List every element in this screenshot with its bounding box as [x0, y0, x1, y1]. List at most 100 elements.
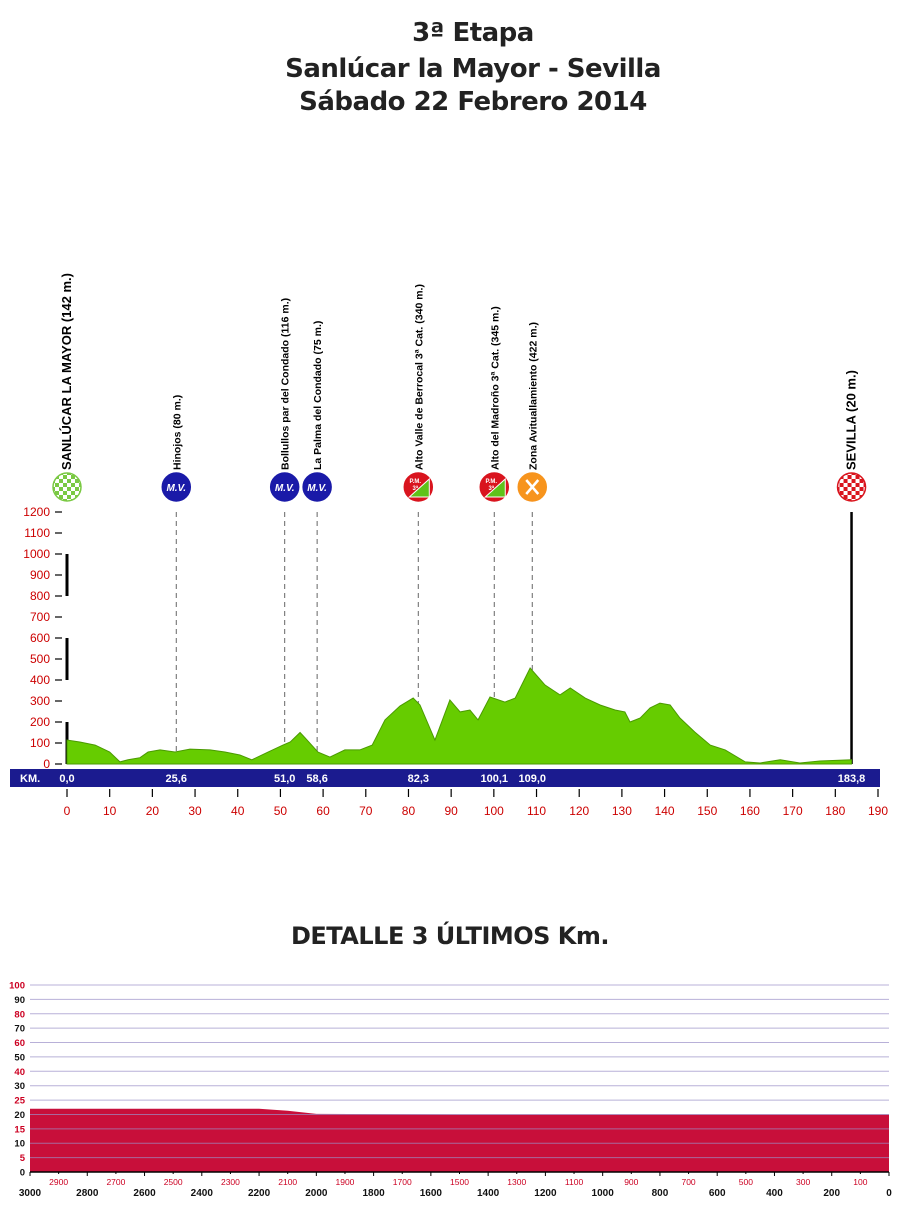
- x-tick-label: 130: [612, 804, 632, 818]
- marker-icon: M.V.: [269, 472, 300, 502]
- y-tick-label: 1200: [23, 505, 50, 519]
- badge-triangle: [407, 477, 430, 498]
- x-tick-label: 800: [652, 1188, 669, 1199]
- x-tick-label: 100: [484, 804, 504, 818]
- marker-icon: P.M.3ª: [403, 472, 434, 502]
- km-value: 0,0: [59, 773, 74, 785]
- km-bar: [10, 769, 880, 787]
- badge: M.V.: [275, 483, 295, 494]
- x-minor-label: 1300: [507, 1177, 526, 1187]
- x-minor-label: 700: [681, 1177, 695, 1187]
- x-tick-label: 1200: [534, 1188, 557, 1199]
- marker-label: Zona Avituallamiento (422 m.): [527, 322, 539, 470]
- x-tick-label: 2400: [191, 1188, 214, 1199]
- x-tick-label: 60: [316, 804, 330, 818]
- y-tick-label: 90: [14, 995, 25, 1006]
- knife: [525, 479, 540, 495]
- x-tick-label: 140: [655, 804, 675, 818]
- y-tick-label: 100: [9, 981, 25, 992]
- x-tick-label: 30: [188, 804, 202, 818]
- x-minor-label: 2500: [164, 1177, 183, 1187]
- km-value: 183,8: [838, 773, 866, 785]
- marker-icon: P.M.3ª: [479, 472, 510, 502]
- x-tick-label: 0: [886, 1188, 892, 1199]
- marker-icon: M.V.: [302, 472, 332, 502]
- x-tick-label: 2600: [133, 1188, 156, 1199]
- x-tick-label: 1400: [477, 1188, 500, 1199]
- marker-circle: [302, 472, 332, 502]
- km-value: 25,6: [166, 773, 187, 785]
- x-tick-label: 40: [231, 804, 245, 818]
- x-minor-label: 300: [796, 1177, 810, 1187]
- km-value: 100,1: [481, 773, 509, 785]
- detail-area: [30, 1108, 889, 1172]
- x-minor-label: 2300: [221, 1177, 240, 1187]
- marker-circle: [52, 472, 82, 502]
- y-tick-label: 0: [43, 757, 50, 771]
- x-minor-label: 500: [739, 1177, 753, 1187]
- marker-icon: [517, 472, 548, 502]
- x-minor-label: 1900: [336, 1177, 355, 1187]
- x-minor-label: 1500: [450, 1177, 469, 1187]
- y-tick-label: 500: [30, 652, 50, 666]
- km-value: 82,3: [408, 773, 429, 785]
- marker-label: Bollullos par del Condado (116 m.): [280, 298, 292, 470]
- y-tick-label: 20: [14, 1110, 25, 1121]
- marker-icon: [52, 472, 82, 502]
- marker-label: La Palma del Condado (75 m.): [312, 321, 324, 470]
- y-tick-label: 600: [30, 631, 50, 645]
- y-tick-label: 50: [14, 1052, 25, 1063]
- x-minor-label: 2100: [278, 1177, 297, 1187]
- x-tick-label: 150: [697, 804, 717, 818]
- x-tick-label: 1000: [592, 1188, 615, 1199]
- y-tick-label: 900: [30, 568, 50, 582]
- badge: 3ª: [488, 485, 494, 492]
- x-tick-label: 120: [569, 804, 589, 818]
- km-value: 58,6: [306, 773, 327, 785]
- marker-label: Alto Valle de Berrocal 3ª Cat. (340 m.): [413, 284, 425, 470]
- y-tick-label: 15: [14, 1124, 25, 1135]
- x-tick-label: 400: [766, 1188, 783, 1199]
- x-minor-label: 1100: [565, 1177, 584, 1187]
- y-tick-label: 25: [14, 1096, 25, 1107]
- y-tick-label: 300: [30, 694, 50, 708]
- marker-circle: [836, 472, 867, 502]
- x-tick-label: 1600: [420, 1188, 443, 1199]
- marker-label: Hinojos (80 m.): [171, 395, 183, 470]
- x-tick-label: 1800: [362, 1188, 385, 1199]
- badge: M.V.: [307, 483, 327, 494]
- marker-icon: M.V.: [161, 472, 192, 502]
- x-tick-label: 20: [146, 804, 160, 818]
- x-minor-label: 2700: [106, 1177, 125, 1187]
- x-minor-label: 900: [624, 1177, 638, 1187]
- subtitle: Sanlúcar la Mayor - Sevilla: [285, 54, 661, 84]
- marker-label: SEVILLA (20 m.): [844, 370, 859, 470]
- x-tick-label: 2200: [248, 1188, 271, 1199]
- x-tick-label: 0: [64, 804, 71, 818]
- y-tick-label: 700: [30, 610, 50, 624]
- x-tick-label: 2000: [305, 1188, 328, 1199]
- x-tick-label: 10: [103, 804, 117, 818]
- marker-circle: [269, 472, 300, 502]
- x-tick-label: 110: [527, 804, 546, 818]
- y-tick-label: 5: [20, 1153, 26, 1164]
- badge: P.M.: [410, 479, 422, 485]
- marker-circle: [161, 472, 192, 502]
- badge-triangle: [483, 477, 506, 498]
- y-tick-label: 1100: [24, 526, 50, 540]
- x-tick-label: 180: [825, 804, 845, 818]
- x-minor-label: 1700: [393, 1177, 412, 1187]
- y-tick-label: 400: [30, 673, 50, 687]
- x-tick-label: 70: [359, 804, 373, 818]
- x-tick-label: 90: [444, 804, 458, 818]
- y-tick-label: 200: [30, 715, 50, 729]
- badge: M.V.: [166, 483, 186, 494]
- y-tick-label: 60: [14, 1038, 25, 1049]
- x-tick-label: 80: [402, 804, 416, 818]
- x-tick-label: 170: [783, 804, 803, 818]
- y-tick-label: 1000: [23, 547, 50, 561]
- y-tick-label: 0: [20, 1168, 25, 1179]
- marker-icon: [836, 472, 867, 502]
- detail-title: DETALLE 3 ÚLTIMOS Km.: [291, 920, 609, 950]
